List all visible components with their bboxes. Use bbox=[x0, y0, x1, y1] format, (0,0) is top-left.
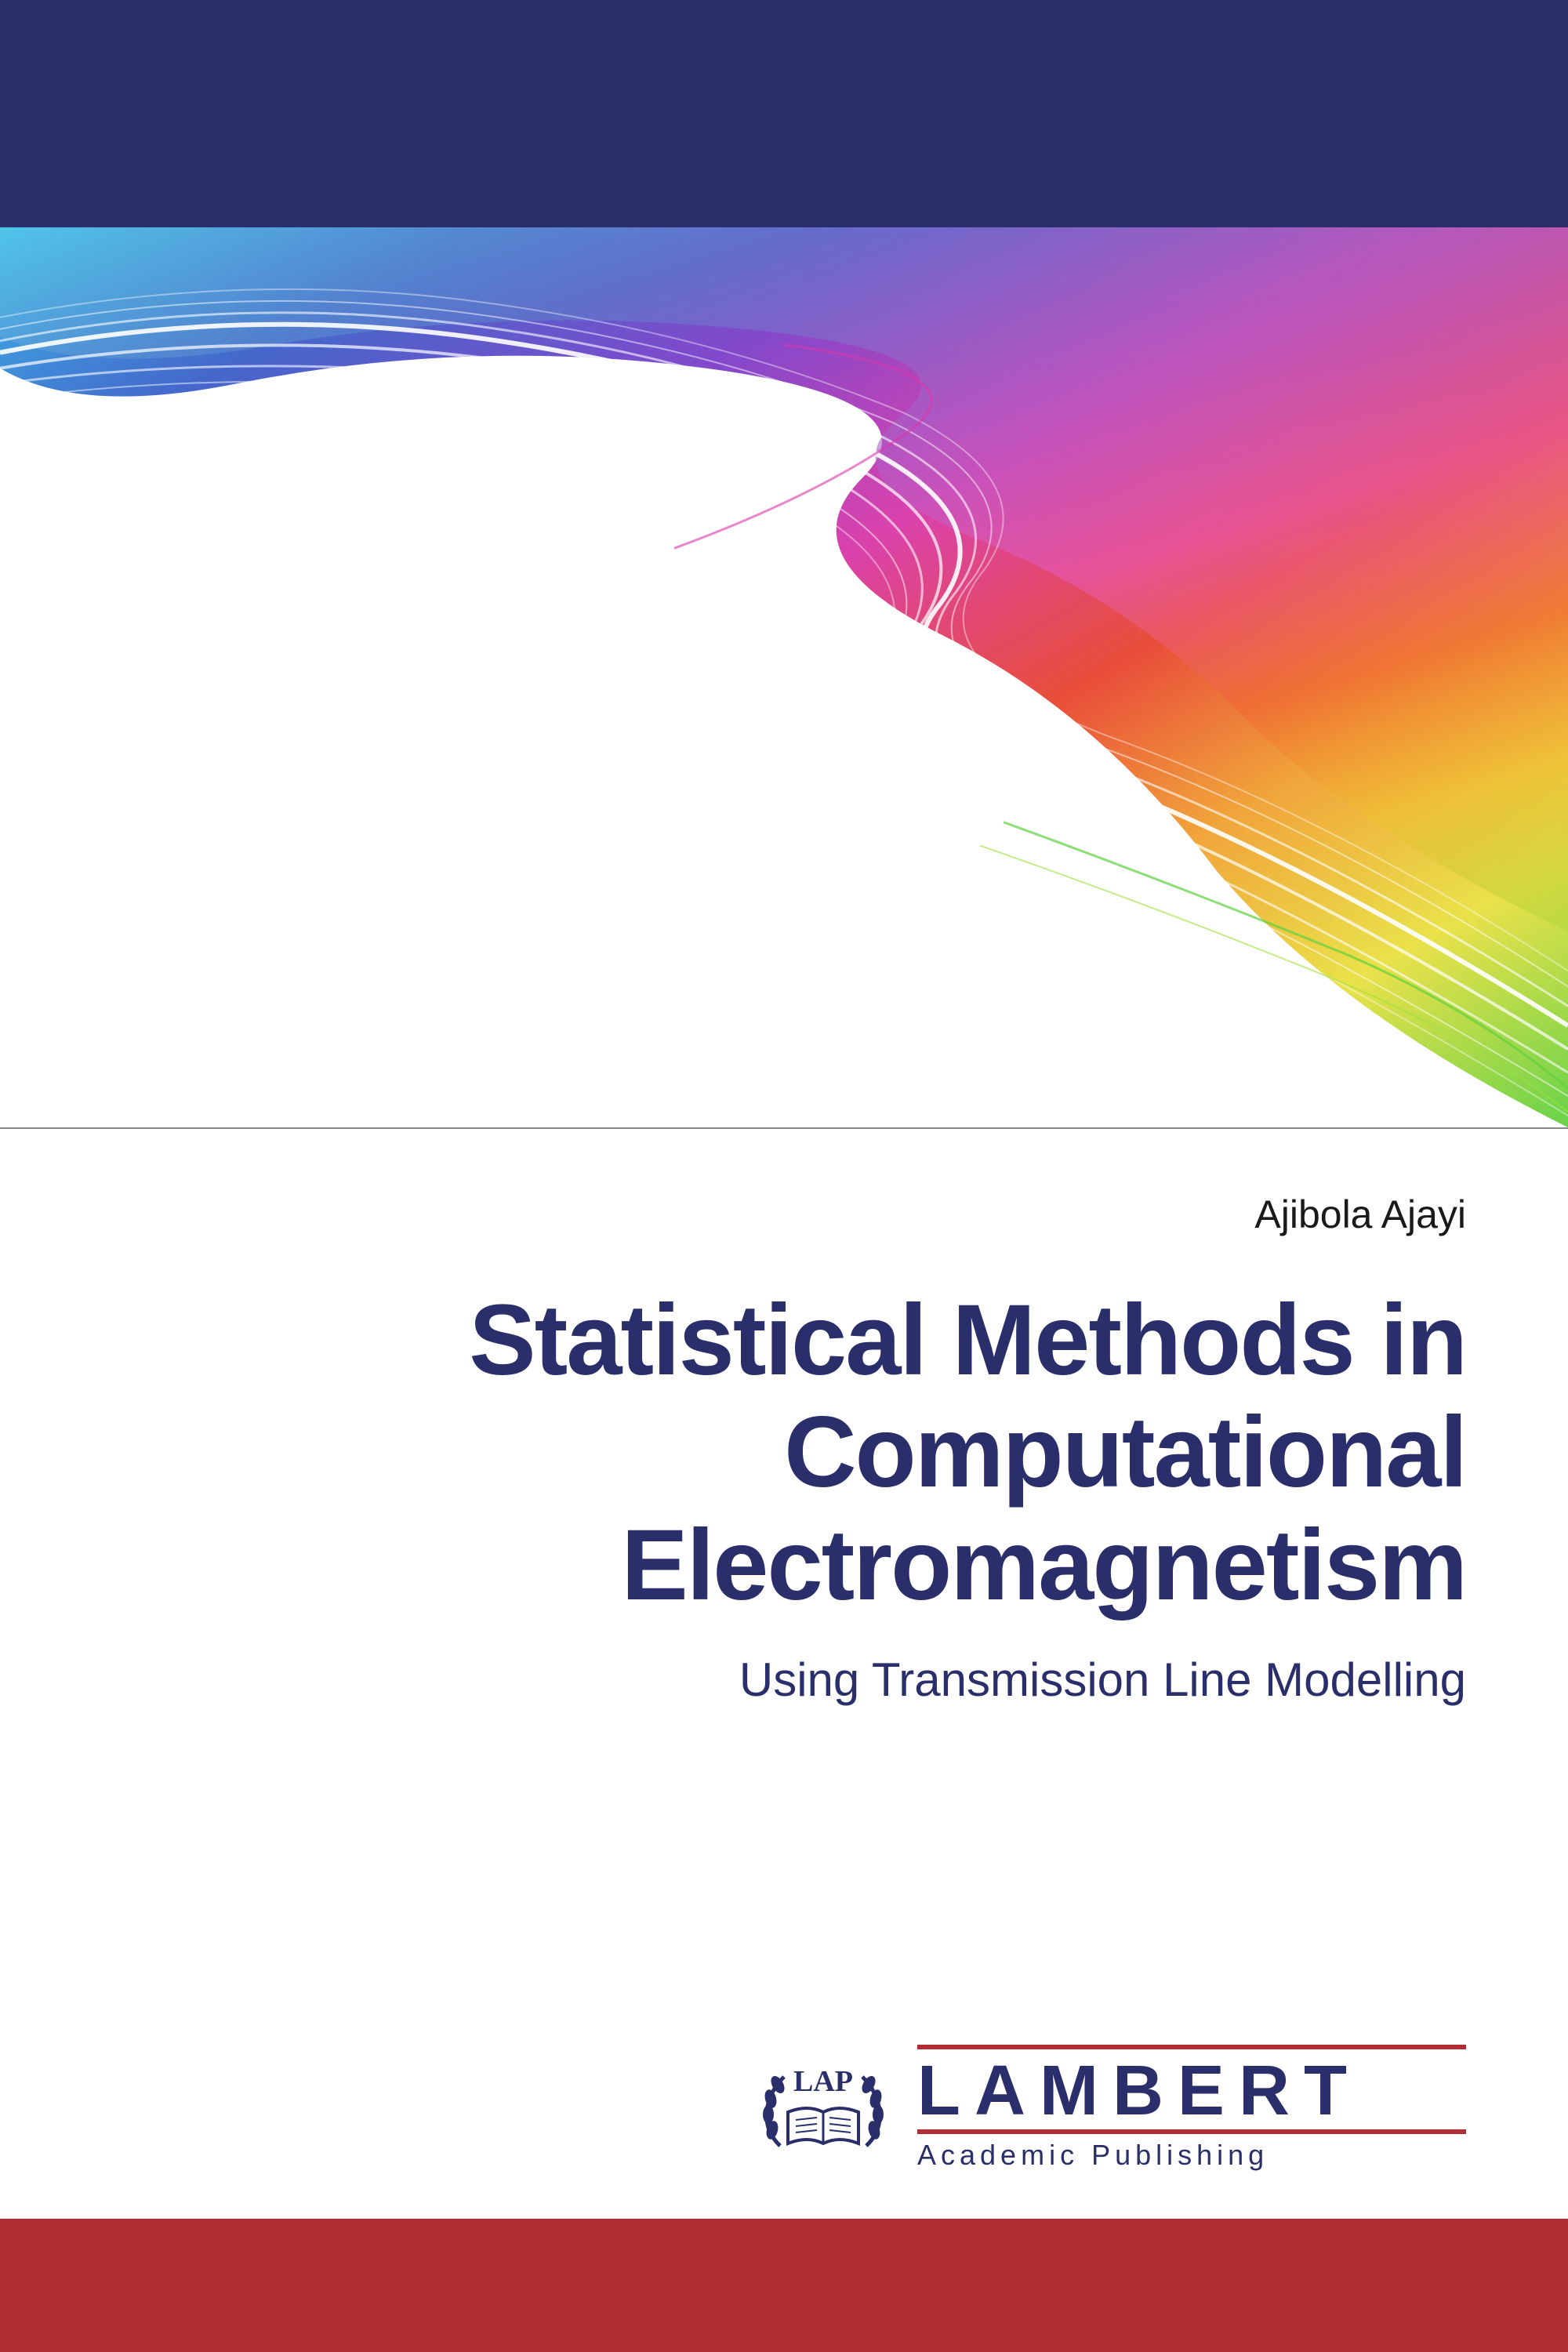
book-subtitle: Using Transmission Line Modelling bbox=[102, 1653, 1466, 1707]
author-name: Ajibola Ajayi bbox=[102, 1192, 1466, 1237]
title-line-3: Electromagnetism bbox=[621, 1509, 1466, 1621]
publisher-logo-icon: LAP bbox=[753, 2053, 894, 2163]
book-title: Statistical Methods in Computational Ele… bbox=[102, 1284, 1466, 1621]
publisher-text: LAMBERT Academic Publishing bbox=[917, 2045, 1466, 2172]
logo-abbrev: LAP bbox=[793, 2065, 853, 2098]
publisher-tagline: Academic Publishing bbox=[917, 2129, 1466, 2172]
top-navy-bar bbox=[0, 0, 1568, 227]
publisher-block: LAP LAMBERT Academic Publishing bbox=[753, 2045, 1466, 2172]
title-block: Ajibola Ajayi Statistical Methods in Com… bbox=[102, 1192, 1466, 1707]
rainbow-wave-graphic bbox=[0, 227, 1568, 1127]
bottom-red-bar bbox=[0, 2219, 1568, 2352]
cover-graphic bbox=[0, 227, 1568, 1129]
title-line-2: Computational bbox=[784, 1396, 1466, 1508]
title-line-1: Statistical Methods in bbox=[469, 1284, 1466, 1396]
publisher-name: LAMBERT bbox=[917, 2056, 1466, 2126]
book-laurel-icon: LAP bbox=[753, 2053, 894, 2163]
publisher-top-rule bbox=[917, 2045, 1466, 2049]
